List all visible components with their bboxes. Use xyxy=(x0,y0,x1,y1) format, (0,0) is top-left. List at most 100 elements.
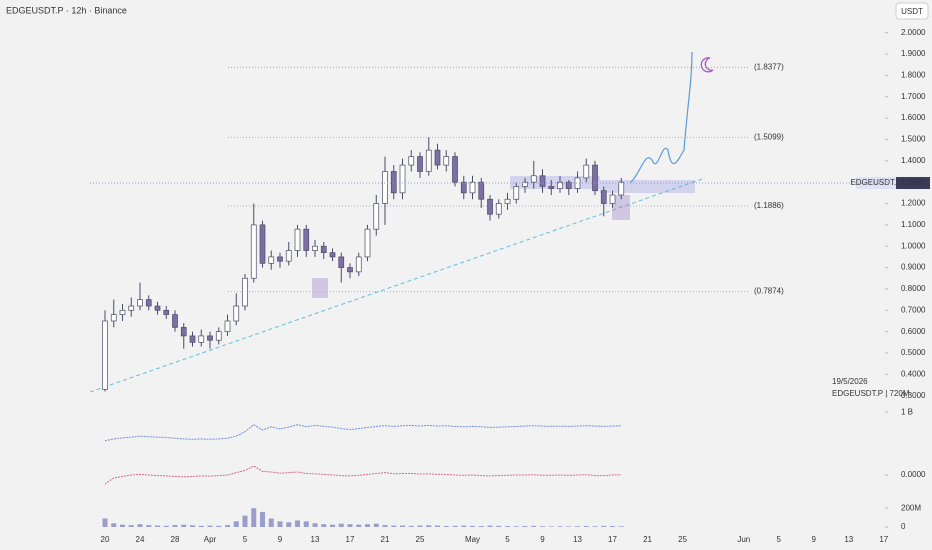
y-tick-label: 0.9000 xyxy=(901,263,926,272)
x-tick-label: 9 xyxy=(278,535,283,544)
volume-bar xyxy=(295,520,301,527)
y-tick-label: 0.4000 xyxy=(901,369,926,378)
candle-body xyxy=(128,305,135,311)
candle-body xyxy=(355,256,362,273)
y-tick-label: 1.7000 xyxy=(901,92,926,101)
x-tick-label: 13 xyxy=(311,535,320,544)
candle-body xyxy=(583,164,590,179)
volume-bar xyxy=(566,526,572,527)
candle-body xyxy=(215,331,222,341)
volume-bar xyxy=(601,525,607,527)
y-tick-label: 1.4000 xyxy=(901,156,926,165)
last-price-tag xyxy=(896,177,930,190)
volume-bar xyxy=(137,524,143,527)
x-tick-label: Apr xyxy=(204,535,217,544)
volume-bar xyxy=(356,524,362,527)
x-tick-label: 20 xyxy=(101,535,110,544)
candle-body xyxy=(495,203,502,215)
y-tick-label: 0.5000 xyxy=(901,348,926,357)
candle-body xyxy=(522,181,528,187)
x-tick-label: 9 xyxy=(812,535,817,544)
volume-bar xyxy=(513,526,519,527)
candle-body xyxy=(180,327,187,337)
volume-bar xyxy=(575,526,581,527)
y-tick-label: 0.6000 xyxy=(901,327,926,336)
y-tick-label: 1.0000 xyxy=(901,241,926,250)
candle-body xyxy=(425,149,432,172)
candle-body xyxy=(539,175,546,187)
x-tick-label: 5 xyxy=(777,535,782,544)
candle-body xyxy=(137,299,143,307)
candle-body xyxy=(565,181,572,189)
volume-bar xyxy=(391,525,397,527)
zone xyxy=(600,180,695,193)
volume-bar xyxy=(154,525,160,527)
volume-bar xyxy=(163,525,169,527)
y-tick-label: 1.1000 xyxy=(901,220,926,229)
candle-body xyxy=(530,175,537,183)
volume-bar xyxy=(470,525,476,527)
volume-bar xyxy=(225,525,231,527)
candle-body xyxy=(110,314,117,322)
level-label: (1.1886) xyxy=(754,201,784,210)
volume-bar xyxy=(251,508,257,527)
unit-button[interactable] xyxy=(895,2,929,20)
volume-bar xyxy=(522,526,528,527)
volume-bar xyxy=(146,525,152,527)
unit-button-label[interactable]: USDT xyxy=(901,7,923,16)
candle-body xyxy=(417,156,423,172)
volume-bar xyxy=(382,525,388,527)
volume-bar xyxy=(330,524,336,527)
y-tick-label: 1.5000 xyxy=(901,135,926,144)
volume-bar xyxy=(443,526,449,527)
candle-body xyxy=(233,305,240,322)
x-tick-label: 13 xyxy=(573,535,582,544)
volume-bar xyxy=(478,526,484,527)
x-tick-label: 5 xyxy=(505,535,510,544)
volume-bar xyxy=(312,523,318,527)
level-label: (0.7874) xyxy=(754,287,784,296)
candle-body xyxy=(364,228,371,258)
volume-bar xyxy=(338,523,344,527)
volume-bar xyxy=(268,518,274,527)
x-tick-label: 24 xyxy=(136,535,145,544)
candle-body xyxy=(478,181,485,200)
volume-bar xyxy=(102,518,108,527)
volume-bar xyxy=(242,515,248,527)
x-tick-label: 21 xyxy=(381,535,390,544)
profile-note: EDGEUSDT.P | 720M xyxy=(832,389,910,398)
candle-body xyxy=(434,149,441,166)
volume-bar xyxy=(373,523,379,527)
x-tick-label: 9 xyxy=(540,535,545,544)
volume-bar xyxy=(233,521,239,527)
volume-bar xyxy=(111,523,117,527)
volume-bar xyxy=(505,526,511,527)
candle-body xyxy=(548,186,555,189)
volume-bar xyxy=(347,524,353,527)
candle-body xyxy=(268,256,275,264)
candle-body xyxy=(504,198,511,204)
chart-title: EDGEUSDT.P · 12h · Binance xyxy=(6,5,127,15)
level-label: (1.8377) xyxy=(754,62,784,71)
trend-line xyxy=(89,177,706,393)
x-tick-label: 17 xyxy=(346,535,355,544)
candle-body xyxy=(487,198,493,215)
candle-body xyxy=(574,177,581,189)
candle-body xyxy=(592,164,598,192)
volume-bar xyxy=(207,525,213,527)
candle-body xyxy=(452,156,458,183)
candle-body xyxy=(557,181,563,189)
candle-body xyxy=(207,335,213,341)
candle-body xyxy=(373,203,380,230)
volume-bar xyxy=(592,526,598,527)
x-tick-label: 17 xyxy=(608,535,617,544)
x-tick-label: 17 xyxy=(879,535,888,544)
x-tick-label: 5 xyxy=(243,535,248,544)
candle-body xyxy=(102,320,108,390)
y-tick-label: 1.2000 xyxy=(901,199,926,208)
candle-body xyxy=(172,314,178,328)
projection xyxy=(629,51,693,184)
candle-body xyxy=(154,305,161,311)
